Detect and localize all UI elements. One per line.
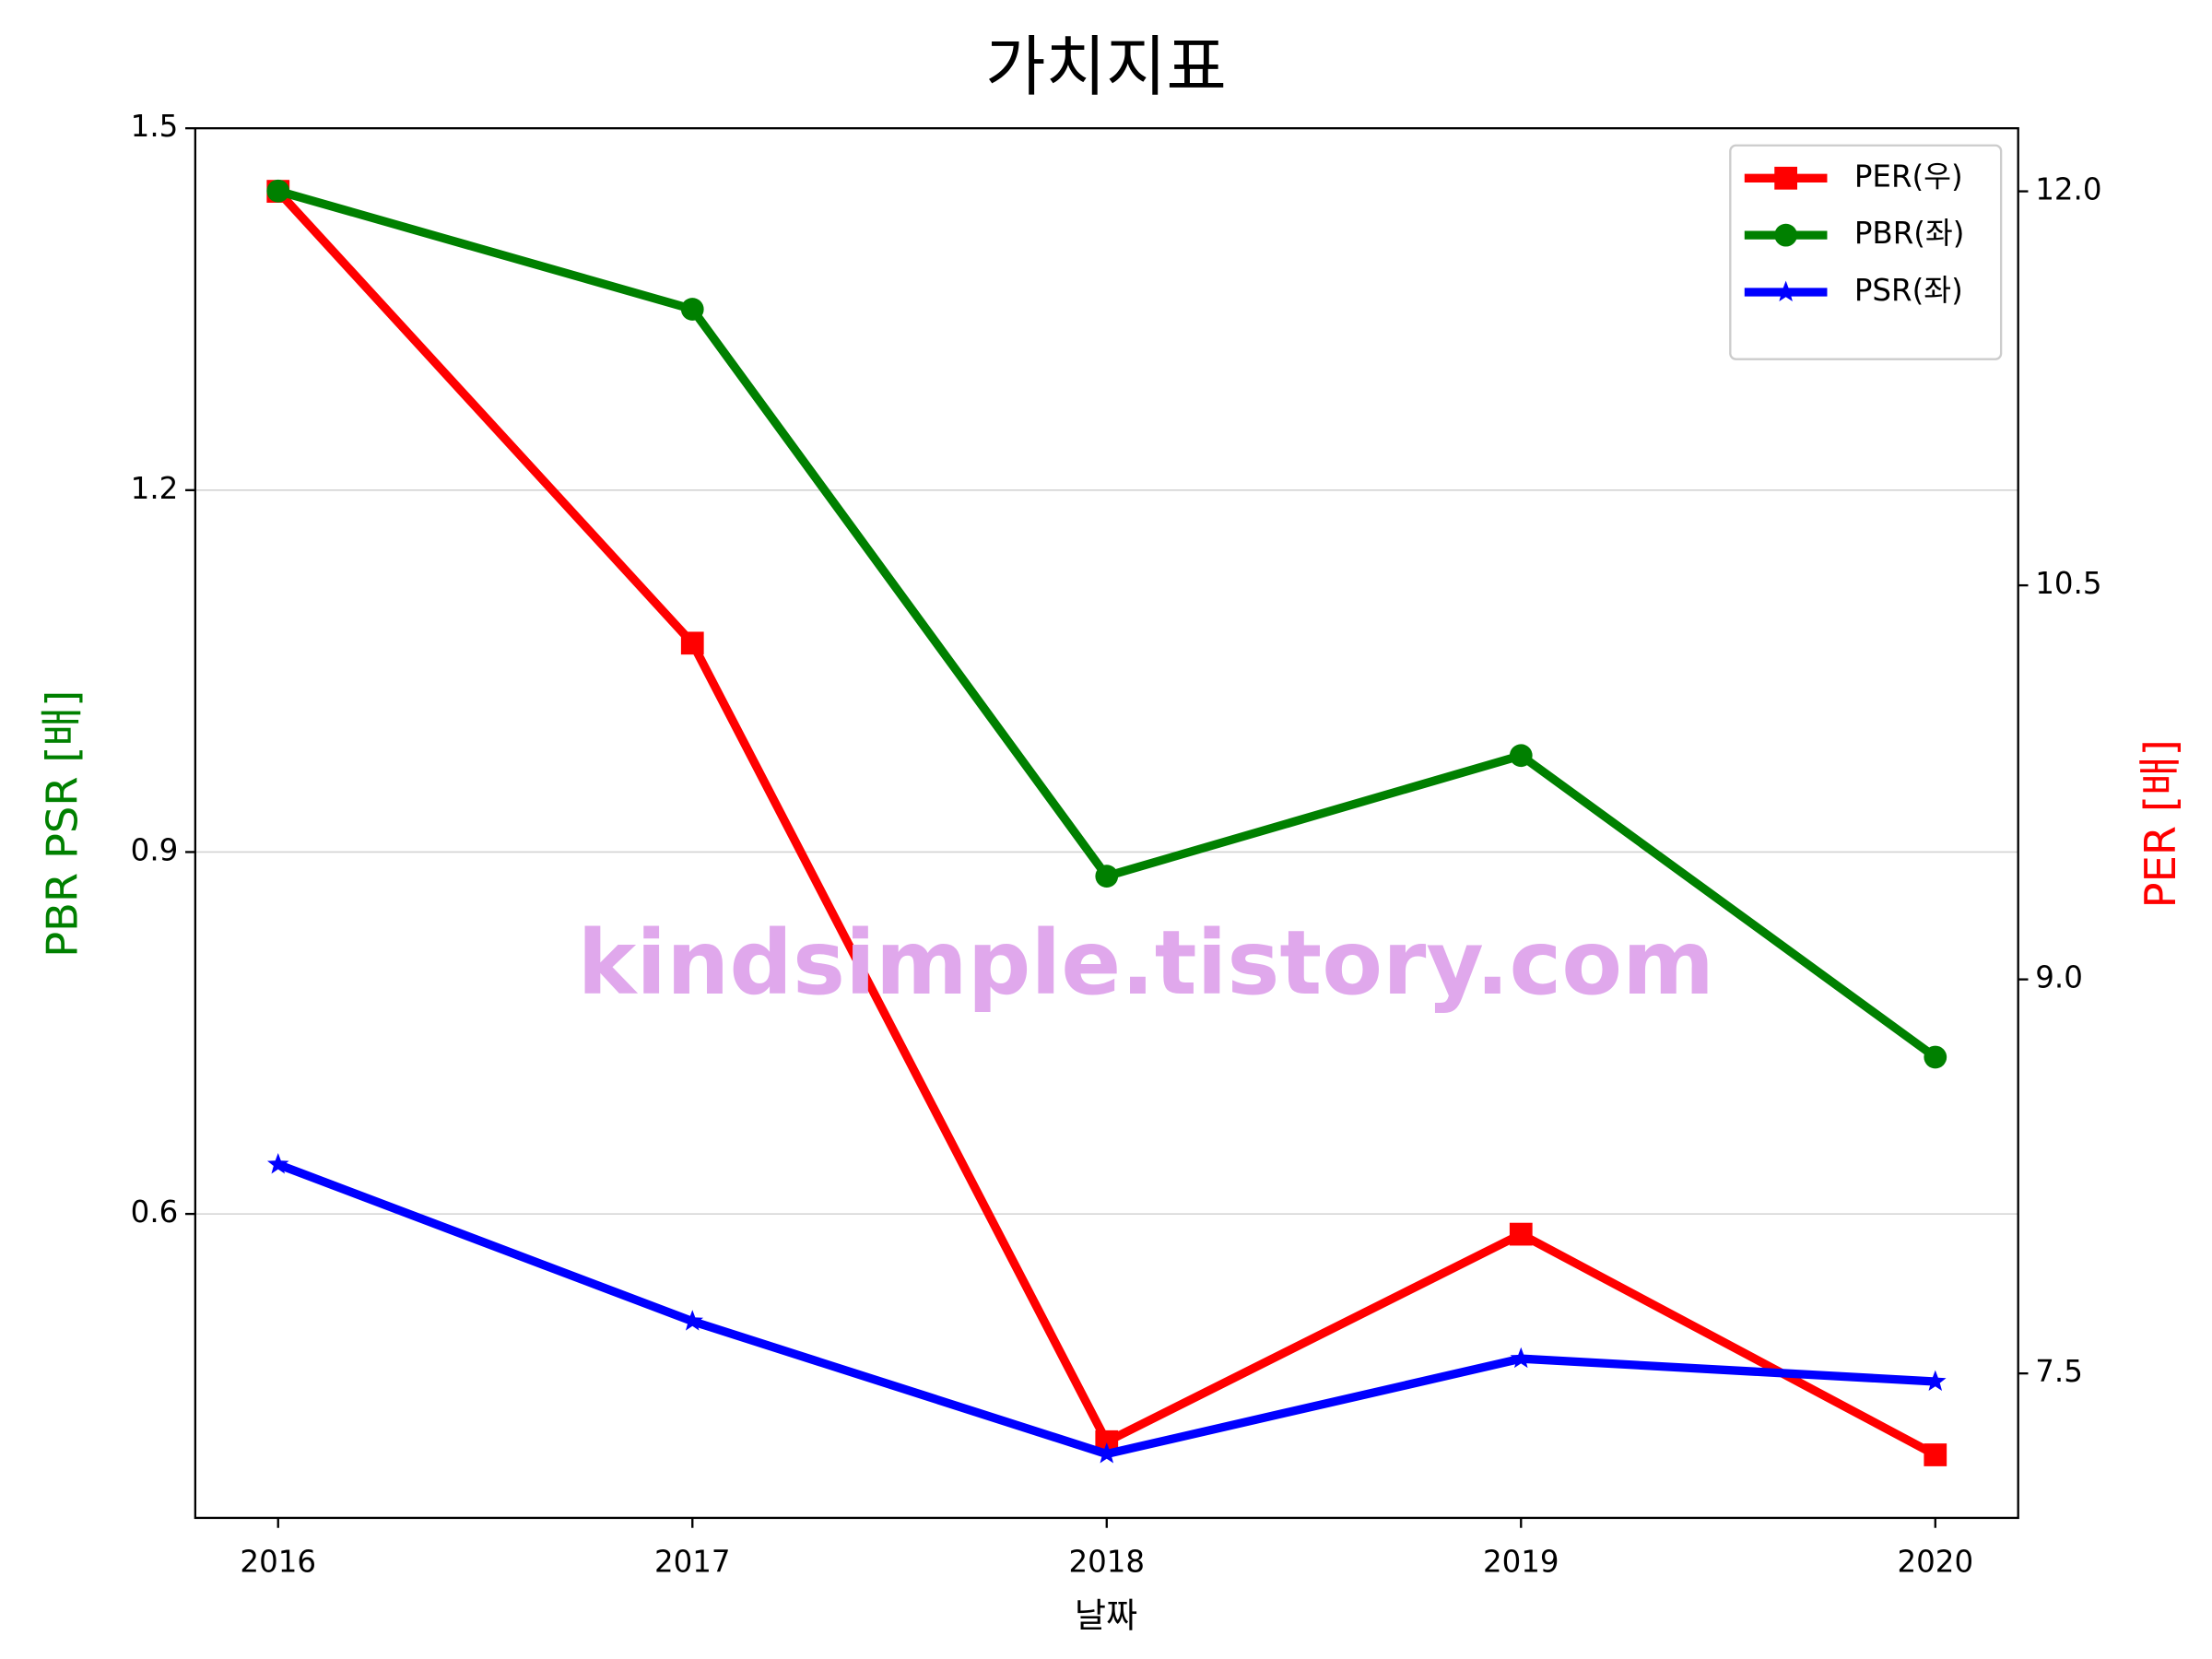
x-tick-label: 2016 xyxy=(240,1544,316,1579)
legend-label: PER(우) xyxy=(1854,159,1963,194)
y2-axis-label: PER [배] xyxy=(2136,739,2185,908)
x-axis-label: 날짜 xyxy=(1075,1596,1137,1636)
x-tick-label: 2018 xyxy=(1068,1544,1145,1579)
marker xyxy=(1924,1443,1947,1466)
watermark: kindsimple.tistory.com xyxy=(578,912,1715,1015)
marker xyxy=(1924,1370,1947,1392)
y2-tick-label: 9.0 xyxy=(2035,960,2083,995)
legend-marker xyxy=(1774,166,1797,190)
marker xyxy=(1096,1442,1118,1464)
marker xyxy=(1095,865,1119,888)
chart-title: 가치지표 xyxy=(985,29,1227,105)
marker xyxy=(680,298,704,321)
marker xyxy=(681,1310,704,1331)
y2-tick-label: 7.5 xyxy=(2035,1354,2083,1389)
y2-tick-label: 12.0 xyxy=(2035,172,2101,207)
marker xyxy=(1924,1045,1947,1069)
marker xyxy=(1509,744,1533,768)
legend-label: PSR(좌) xyxy=(1854,273,1963,308)
marker xyxy=(1510,1347,1533,1369)
y-tick-label: 0.9 xyxy=(131,832,179,867)
legend-box xyxy=(1729,144,2003,360)
marker xyxy=(680,631,704,655)
x-tick-label: 2019 xyxy=(1483,1544,1559,1579)
y-tick-label: 1.5 xyxy=(131,109,179,144)
marker xyxy=(1509,1222,1533,1246)
legend: PER(우) PBR(좌) PSR(좌) xyxy=(1729,144,2003,360)
legend-label: PBR(좌) xyxy=(1854,216,1965,251)
legend-marker xyxy=(1774,223,1797,247)
legend-marker xyxy=(1774,280,1797,302)
y-axis-label: PBR PSR [배] xyxy=(38,690,88,958)
marker xyxy=(266,1153,289,1174)
x-tick-label: 2017 xyxy=(654,1544,731,1579)
marker xyxy=(266,179,290,203)
y-tick-label: 1.2 xyxy=(131,471,179,506)
y-tick-label: 0.6 xyxy=(131,1194,179,1230)
plot-frame xyxy=(194,127,2019,1520)
x-tick-label: 2020 xyxy=(1897,1544,1973,1579)
y2-tick-label: 10.5 xyxy=(2035,566,2101,601)
